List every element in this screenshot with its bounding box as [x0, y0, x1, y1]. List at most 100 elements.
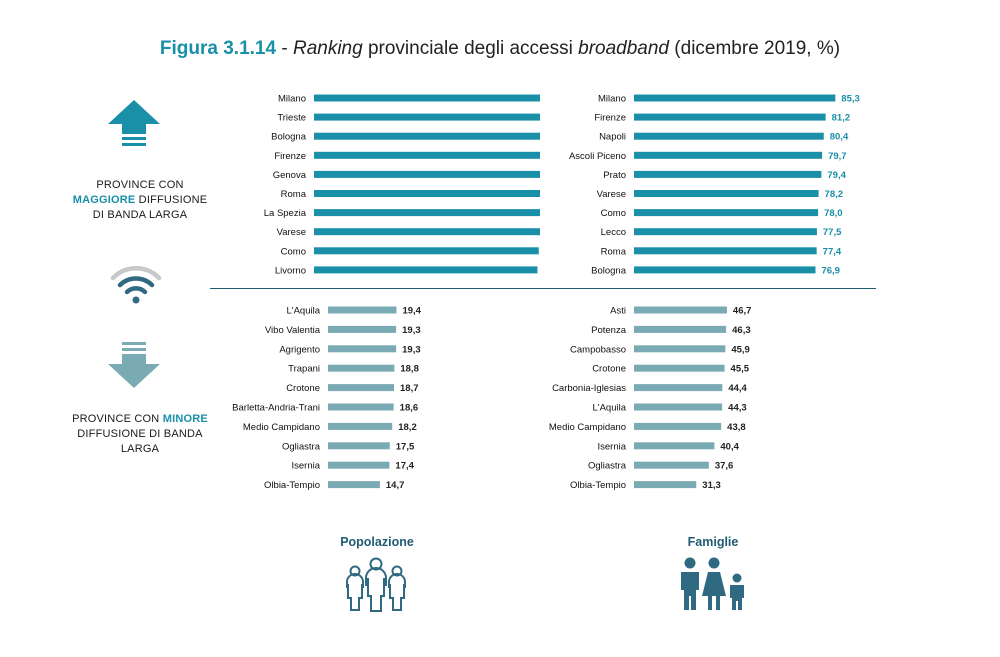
category-label: L'Aquila — [286, 306, 320, 317]
value-label: 31,3 — [702, 480, 721, 491]
bar — [314, 113, 540, 121]
bar — [328, 481, 380, 489]
bar — [634, 325, 727, 333]
bar — [328, 403, 394, 411]
bar — [634, 151, 823, 159]
bar — [314, 170, 540, 178]
category-label: Isernia — [291, 461, 320, 472]
category-label: Ogliastra — [588, 461, 627, 472]
legend-popolazione: Popolazione — [340, 535, 414, 549]
bar — [314, 209, 540, 217]
bar — [634, 94, 836, 102]
value-label: 37,6 — [715, 461, 734, 472]
bar — [328, 422, 393, 430]
bar — [634, 266, 816, 274]
category-label: Trapani — [288, 364, 320, 375]
category-label: Varese — [277, 227, 306, 238]
category-label: Livorno — [275, 265, 306, 276]
category-label: Barletta-Andria-Trani — [232, 403, 320, 414]
category-label: Olbia-Tempio — [570, 480, 626, 491]
bar — [634, 306, 727, 314]
value-label: 77,4 — [823, 246, 842, 257]
divider-line — [210, 288, 876, 289]
value-label: 18,8 — [400, 364, 419, 375]
category-label: Milano — [598, 94, 626, 105]
bar — [634, 384, 723, 392]
value-label: 80,4 — [830, 132, 849, 143]
wifi-icon — [110, 266, 162, 304]
category-label: Medio Campidano — [549, 422, 626, 433]
bar — [314, 151, 540, 159]
value-label: 19,3 — [402, 344, 421, 355]
chart-popolazione-maggiore: Milano41,0Trieste38,1Bologna37,0Firenze3… — [264, 94, 540, 276]
value-label: 18,7 — [400, 383, 419, 394]
category-label: Medio Campidano — [243, 422, 320, 433]
bar — [328, 325, 397, 333]
category-label: Potenza — [591, 325, 627, 336]
value-label: 46,7 — [733, 306, 752, 317]
population-icon — [346, 557, 406, 612]
value-label: 79,4 — [827, 170, 846, 181]
arrow-up-icon — [108, 100, 160, 146]
bar — [634, 190, 819, 197]
value-label: 85,3 — [841, 94, 860, 105]
bar — [314, 266, 538, 274]
value-label: 45,9 — [731, 344, 750, 355]
top-label-highlight: MAGGIORE — [72, 194, 136, 206]
category-label: Carbonia-Iglesias — [552, 383, 626, 394]
bottom-label-line3: LARGA — [120, 443, 160, 455]
category-label: Bologna — [591, 265, 627, 276]
bottom-label-pre: PROVINCE CON — [72, 413, 163, 425]
top-label-line3: DI BANDA LARGA — [92, 209, 188, 221]
category-label: Isernia — [597, 441, 626, 452]
category-label: Bologna — [271, 132, 307, 143]
bar — [634, 461, 709, 469]
category-label: Asti — [610, 306, 626, 317]
panel-popolazione-maggiore: Milano41,0Trieste38,1Bologna37,0Firenze3… — [210, 88, 540, 278]
category-label: Milano — [278, 94, 306, 105]
category-label: Olbia-Tempio — [264, 480, 320, 491]
category-label: Varese — [597, 189, 626, 200]
top-provinces-label: PROVINCE CON MAGGIORE DIFFUSIONE DI BAND… — [60, 178, 220, 223]
bar — [634, 113, 826, 121]
chart-popolazione-minore: L'Aquila 19,4 Vibo Valentia 19,3 Agrigento 19… — [232, 306, 422, 492]
arrow-down-icon — [108, 342, 160, 388]
category-label: Ascoli Piceno — [569, 151, 626, 162]
bar — [634, 132, 824, 140]
category-label: Firenze — [594, 113, 626, 124]
value-label: 78,2 — [825, 189, 844, 200]
bar — [314, 94, 540, 102]
value-label: 19,3 — [402, 325, 421, 336]
family-icon — [681, 557, 744, 610]
bar — [634, 247, 817, 255]
category-label: Agrigento — [279, 344, 320, 355]
value-label: 17,4 — [395, 461, 414, 472]
value-label: 14,7 — [386, 480, 405, 491]
bar — [634, 345, 726, 353]
bar — [314, 190, 540, 197]
category-label: Roma — [281, 189, 307, 200]
figure-title: Figura 3.1.14 - Ranking provinciale degl… — [0, 38, 1000, 60]
bottom-label-line1: PROVINCE CON MINORE — [58, 412, 222, 427]
bar — [328, 384, 395, 392]
value-label: 77,5 — [823, 227, 842, 238]
legend-famiglie: Famiglie — [687, 535, 739, 549]
value-label: 46,3 — [732, 325, 751, 336]
bar — [634, 170, 822, 178]
bottom-label-line2: DIFFUSIONE DI BANDA — [77, 428, 203, 440]
value-label: 17,5 — [396, 441, 415, 452]
category-label: Vibo Valentia — [265, 325, 321, 336]
value-label: 19,4 — [402, 306, 421, 317]
chart-famiglie-maggiore: Milano 85,3 Firenze 81,2 Napoli 80,4 Ascoli Pi… — [569, 94, 860, 277]
bar — [634, 422, 722, 430]
value-label: 76,9 — [821, 265, 840, 276]
panel-popolazione-minore: L'Aquila 19,4 Vibo Valentia 19,3 Agrigento 19… — [210, 300, 540, 500]
title-end: (dicembre 2019, %) — [669, 38, 841, 59]
value-label: 43,8 — [727, 422, 746, 433]
value-label: 18,6 — [400, 403, 419, 414]
bar — [328, 345, 397, 353]
bar — [634, 403, 723, 411]
value-label: 18,2 — [398, 422, 417, 433]
category-label: Campobasso — [570, 344, 626, 355]
value-label: 44,3 — [728, 403, 747, 414]
